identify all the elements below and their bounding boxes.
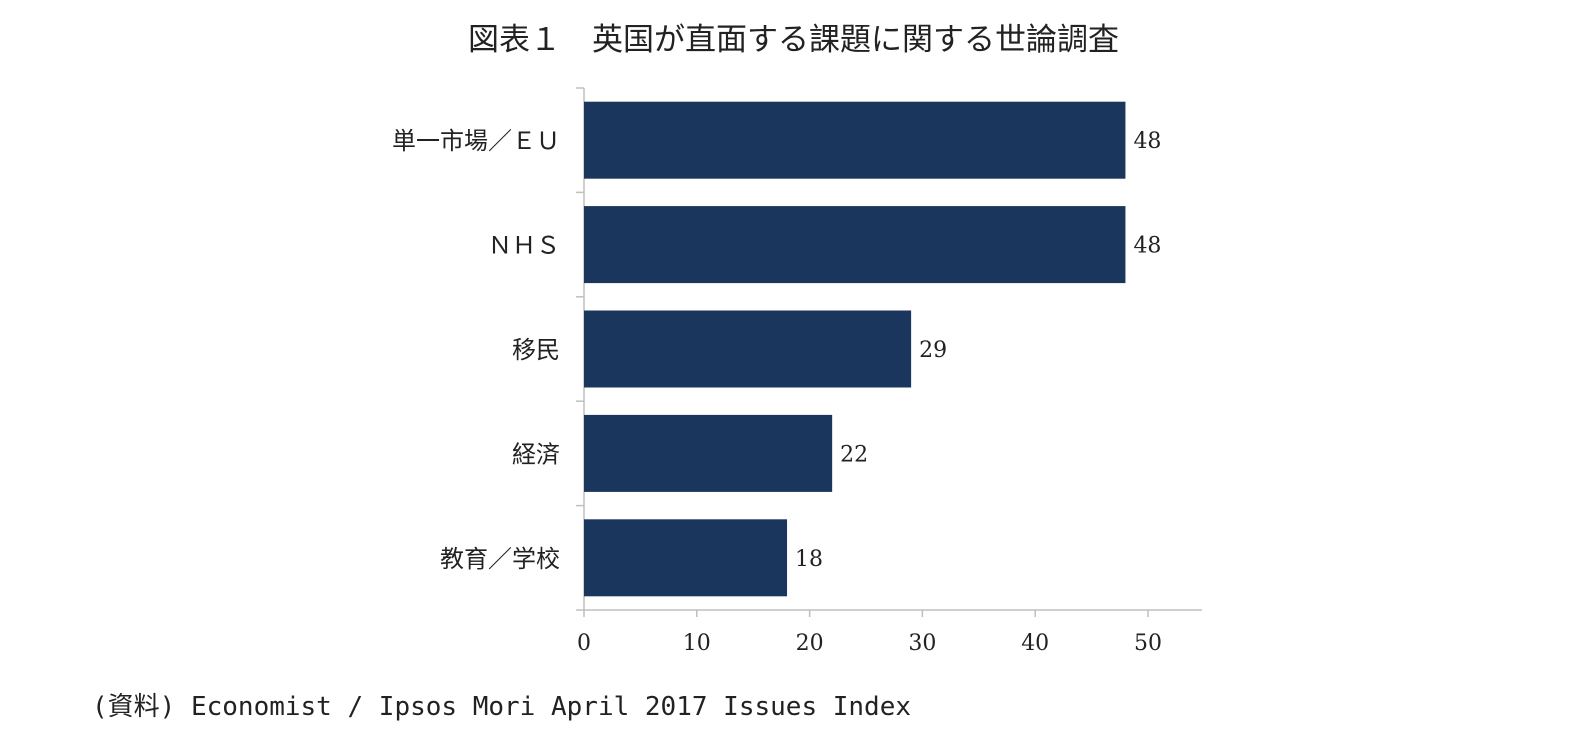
- chart-title: 図表１ 英国が直面する課題に関する世論調査: [468, 22, 1119, 58]
- x-tick-label: 10: [683, 631, 711, 656]
- category-label: ＮＨＳ: [488, 232, 560, 260]
- x-tick-label: 50: [1134, 631, 1162, 656]
- category-label: 経済: [512, 440, 560, 468]
- value-label: 18: [795, 547, 823, 572]
- category-label: 移民: [512, 336, 560, 364]
- value-label: 48: [1133, 129, 1161, 154]
- x-tick-label: 40: [1021, 631, 1049, 656]
- bar: [584, 206, 1126, 284]
- category-label: 教育／学校: [440, 545, 560, 573]
- value-label: 22: [840, 442, 868, 467]
- bar: [584, 519, 788, 597]
- x-tick-label: 30: [908, 631, 936, 656]
- value-label: 48: [1133, 234, 1161, 259]
- value-labels: 48 48 29 22 18: [795, 129, 1161, 572]
- value-label: 29: [919, 338, 947, 363]
- x-tick-label: 0: [577, 631, 591, 656]
- bar: [584, 310, 912, 388]
- bar: [584, 414, 833, 492]
- source-note: (資料) Economist / Ipsos Mori April 2017 I…: [92, 692, 912, 722]
- x-tick-labels: 0 10 20 30 40 50: [577, 631, 1162, 656]
- bar: [584, 101, 1126, 179]
- bars: [584, 101, 1126, 597]
- x-tick-label: 20: [796, 631, 824, 656]
- category-label: 単一市場／ＥＵ: [392, 127, 560, 155]
